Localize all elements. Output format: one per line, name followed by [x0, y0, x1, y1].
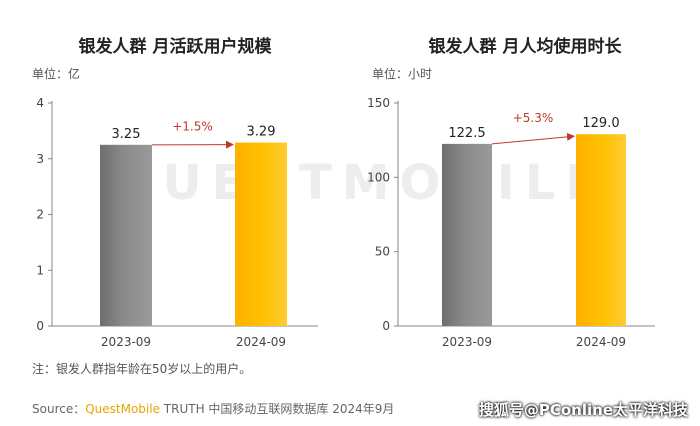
source-rest: TRUTH 中国移动互联网数据库 2024年9月 [159, 402, 395, 416]
x-tick-label: 2024-09 [236, 335, 286, 349]
x-tick-label: 2023-09 [101, 335, 151, 349]
source-prefix: Source： [32, 402, 86, 416]
y-tick-label: 3 [36, 152, 44, 166]
y-tick-label: 0 [36, 319, 44, 333]
watermark-text: 搜狐号@PConline太平洋科技 [478, 401, 688, 419]
bar-2023-09 [100, 144, 152, 326]
y-tick-label: 100 [367, 170, 390, 184]
growth-label: +5.3% [513, 111, 554, 125]
unit-label: 单位：亿 [32, 67, 81, 81]
y-tick-label: 4 [36, 96, 44, 110]
data-label: 129.0 [582, 116, 619, 131]
bar-chart-mau: 0 1 2 3 4 3.25 2023-09 3.29 2024-09 +1.5% [36, 96, 318, 349]
x-tick-label: 2024-09 [576, 335, 626, 349]
growth-arrow [491, 132, 575, 145]
data-label: 3.29 [247, 125, 276, 140]
unit-label: 单位：小时 [372, 67, 433, 81]
source-line: Source：QuestMobile TRUTH 中国移动互联网数据库 2024… [32, 400, 394, 417]
source-brand: QuestMobile [85, 402, 160, 416]
growth-label: +1.5% [172, 120, 213, 134]
bar-2024-09 [235, 142, 287, 326]
bar-2023-09 [442, 143, 492, 326]
bar-2024-09 [576, 134, 626, 326]
y-tick-label: 0 [382, 319, 390, 333]
y-tick-label: 1 [36, 263, 44, 277]
bar-chart-usage-time: 0 50 100 150 122.5 2023-09 129.0 2024-09 +5.3% [367, 96, 655, 349]
data-label: 122.5 [448, 126, 485, 141]
x-tick-label: 2023-09 [442, 335, 492, 349]
chart-title: 银发人群 月活跃用户规模 [78, 37, 272, 57]
background-watermark-logo: QUESTMOBILE [111, 155, 609, 211]
chart-title: 银发人群 月人均使用时长 [428, 37, 622, 57]
y-tick-label: 50 [375, 245, 390, 259]
y-tick-label: 150 [367, 96, 390, 110]
chart-panel-mau: 银发人群 月活跃用户规模 单位：亿 0 1 2 3 4 3.25 2023-09 3.29 20… [0, 0, 350, 360]
chart-panel-usage-time: 银发人群 月人均使用时长 单位：小时 0 50 100 150 122.5 2023-09… [350, 0, 700, 360]
y-tick-label: 2 [36, 208, 44, 222]
footnote: 注：银发人群指年龄在50岁以上的用户。 [32, 362, 252, 376]
data-label: 3.25 [112, 127, 141, 142]
